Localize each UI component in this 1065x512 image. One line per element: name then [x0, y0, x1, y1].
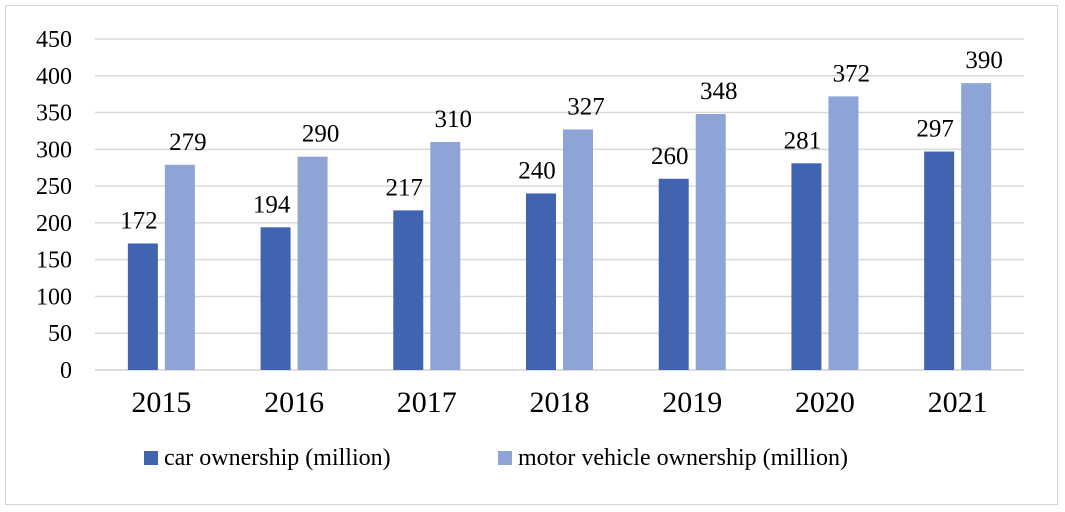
y-tick-label: 350	[36, 101, 72, 127]
x-category-label: 2018	[530, 386, 590, 419]
y-tick-label: 300	[36, 137, 72, 163]
legend-swatch-1	[498, 451, 512, 465]
data-label: 194	[253, 191, 291, 218]
legend: car ownership (million) motor vehicle own…	[144, 445, 848, 471]
y-tick-label: 200	[36, 211, 72, 237]
bar-series-0	[924, 151, 955, 370]
bar-series-1	[828, 96, 859, 370]
legend-swatch-0	[144, 451, 158, 465]
bar-series-0	[791, 163, 822, 370]
x-axis-category-labels: 2015 2016 2017 2018 2019 2020 2021	[131, 386, 987, 419]
y-tick-label: 0	[60, 358, 72, 384]
y-tick-label: 400	[36, 64, 72, 90]
data-label: 240	[518, 157, 556, 184]
data-label: 217	[386, 174, 424, 201]
y-tick-label: 250	[36, 174, 72, 200]
legend-label-1: motor vehicle ownership (million)	[518, 445, 848, 471]
data-label: 327	[567, 93, 605, 120]
bar-series-0	[393, 210, 424, 370]
bar-series-0	[526, 193, 556, 370]
data-label: 390	[965, 47, 1003, 74]
data-label: 310	[435, 106, 473, 133]
data-label: 260	[651, 143, 689, 170]
y-tick-label: 100	[36, 284, 72, 310]
data-labels: 172 279 194 290 217 310 240 327 260 348 281 372 297 3…	[120, 47, 1003, 234]
bar-series-1	[297, 156, 328, 370]
x-category-label: 2015	[131, 386, 191, 419]
legend-label-0: car ownership (million)	[164, 445, 391, 471]
y-tick-label: 50	[48, 321, 72, 347]
bar-series-1	[563, 129, 593, 370]
data-label: 279	[169, 129, 207, 156]
bar-series-1	[961, 83, 992, 370]
bar-series-0	[260, 227, 291, 370]
bar-series-1	[164, 164, 195, 370]
data-label: 297	[916, 116, 954, 143]
data-label: 281	[784, 127, 822, 154]
bar-series-1	[430, 141, 461, 370]
y-axis-tick-labels: 0 50 100 150 200 250 300 350 400 450	[36, 27, 72, 384]
x-category-label: 2020	[795, 386, 855, 419]
x-category-label: 2017	[397, 386, 457, 419]
bars	[127, 83, 992, 370]
y-tick-label: 450	[36, 27, 72, 53]
x-category-label: 2021	[928, 386, 988, 419]
bar-series-1	[695, 114, 726, 370]
data-label: 372	[833, 60, 871, 87]
data-label: 290	[302, 121, 340, 148]
x-category-label: 2019	[662, 386, 722, 419]
x-category-label: 2016	[264, 386, 324, 419]
bar-series-0	[658, 178, 689, 370]
y-tick-label: 150	[36, 248, 72, 274]
bar-series-0	[127, 243, 158, 370]
gridlines	[95, 38, 1024, 371]
data-label: 348	[700, 78, 738, 105]
data-label: 172	[120, 207, 158, 234]
